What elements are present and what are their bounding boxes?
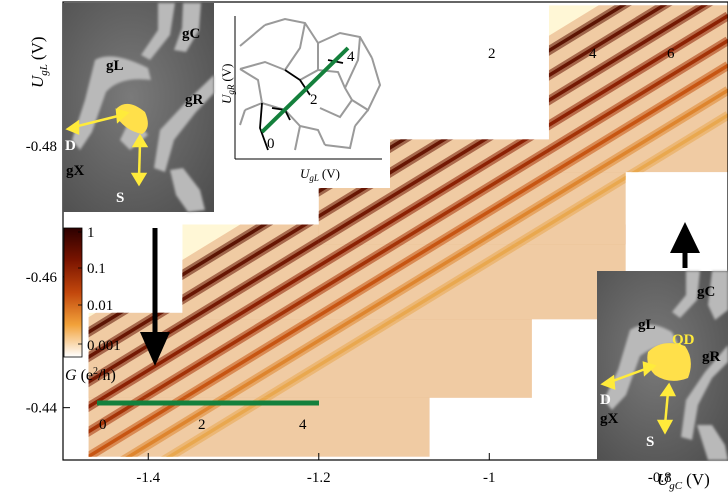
sem-left-label-D: D bbox=[65, 138, 76, 154]
sem-right-label-D: D bbox=[600, 392, 611, 408]
x-tick-label-1: -1.2 bbox=[307, 470, 331, 486]
sem-image-left: gC gL gR D gX S bbox=[63, 3, 214, 212]
ridge-2-2 bbox=[309, 224, 472, 320]
y-tick-label-0: -0.44 bbox=[26, 401, 58, 417]
ridge-3-5 bbox=[318, 139, 489, 244]
ridge-4-2 bbox=[550, 63, 728, 173]
background-shade-4 bbox=[548, 5, 728, 173]
y-axis-title-unit: (V) bbox=[28, 36, 47, 60]
ridge-4-4 bbox=[548, 14, 728, 128]
ridge-1-4 bbox=[99, 312, 246, 398]
inset-x-axis-title: UgL (V) bbox=[300, 166, 340, 183]
occupancy-label-top-1: 4 bbox=[589, 46, 597, 62]
y-tick-label-2: -0.48 bbox=[26, 139, 57, 155]
occupancy-label-top-0: 2 bbox=[488, 46, 496, 62]
sem-right-label-gR: gR bbox=[702, 349, 721, 365]
scan-window-2 bbox=[182, 224, 626, 320]
inset-sweep-line bbox=[260, 46, 350, 134]
ridge-1-3 bbox=[140, 312, 287, 398]
colorbar bbox=[63, 227, 83, 358]
ridge-2-1 bbox=[350, 224, 512, 320]
ridge-3-3 bbox=[391, 139, 570, 245]
inset-charge-diagram: 0 2 4 UgR(V) UgL (V) bbox=[219, 10, 390, 188]
x-tick-label-0: -1.4 bbox=[136, 470, 160, 486]
ridge-4-6 bbox=[548, 5, 668, 78]
y-axis-title-main: U bbox=[28, 74, 47, 88]
sem-right-label-gX: gX bbox=[600, 411, 619, 427]
x-axis-title-sub: gC bbox=[669, 480, 683, 492]
sem-right-label-QD: QD bbox=[672, 332, 695, 348]
inset-y-axis-title: UgR(V) bbox=[219, 64, 236, 104]
y-tick-label-1: -0.46 bbox=[26, 270, 58, 286]
arrow-down bbox=[140, 228, 170, 366]
occupancy-label-bottom-0: 0 bbox=[99, 417, 107, 433]
ridge-2-0 bbox=[390, 224, 553, 320]
ridge-4-7 bbox=[548, 5, 627, 53]
sem-right-label-gC: gC bbox=[697, 284, 715, 300]
arrow-up bbox=[670, 222, 700, 268]
inset-occupancy-0: 0 bbox=[267, 136, 275, 152]
x-axis-ticks: -1.4 -1.2 -1 -0.8 bbox=[136, 453, 672, 486]
x-tick-label-2: -1 bbox=[483, 470, 496, 486]
colorbar-ticks bbox=[78, 231, 82, 345]
x-axis-title: UgC (V) bbox=[657, 470, 710, 492]
colorbar-tick-1: 1 bbox=[87, 225, 95, 241]
x-axis-title-unit: (V) bbox=[686, 470, 710, 489]
colorbar-tick-0.001: 0.001 bbox=[87, 338, 121, 354]
colorbar-tick-0.01: 0.01 bbox=[87, 298, 113, 314]
scan-window-1 bbox=[88, 312, 532, 398]
background-shade-1 bbox=[88, 312, 532, 398]
plot-frame bbox=[62, 1, 728, 461]
ridge-3-0 bbox=[513, 175, 626, 245]
colorbar-tick-0.1: 0.1 bbox=[87, 261, 106, 277]
sem-image-right: gC gL QD gR D gX S bbox=[597, 271, 728, 460]
background-shade-2 bbox=[182, 224, 626, 320]
ridge-3-4 bbox=[351, 139, 530, 245]
colorbar-label: G (e2/h) bbox=[65, 366, 116, 384]
inset-occupancy-2: 2 bbox=[310, 92, 318, 108]
sem-left-label-S: S bbox=[116, 190, 124, 206]
y-axis-title-sub: gL bbox=[38, 64, 50, 76]
ridge-0-0 bbox=[166, 358, 334, 457]
y-axis-title: UgL (V) bbox=[28, 36, 50, 88]
y-axis-ticks: -0.44 -0.46 -0.48 bbox=[26, 139, 70, 417]
ridge-0-1 bbox=[125, 358, 293, 457]
sem-left-label-gX: gX bbox=[66, 163, 85, 179]
sem-right-label-S: S bbox=[646, 434, 654, 450]
ridge-1-5 bbox=[88, 312, 205, 384]
ridge-4-3 bbox=[548, 39, 728, 153]
conductance-map bbox=[88, 5, 728, 457]
sem-left-label-gR: gR bbox=[185, 92, 204, 108]
ridge-3-7 bbox=[318, 139, 408, 194]
occupancy-label-bottom-1: 2 bbox=[198, 417, 206, 433]
sem-left-label-gC: gC bbox=[182, 26, 200, 42]
ridge-4-1 bbox=[590, 88, 728, 173]
x-axis-title-main: U bbox=[657, 470, 671, 489]
x-tick-label-3: -0.8 bbox=[648, 470, 672, 486]
inset-occupancy-4: 4 bbox=[347, 49, 355, 65]
occupancy-label-bottom-2: 4 bbox=[299, 417, 307, 433]
occupancy-label-top-2: 6 bbox=[667, 46, 675, 62]
ridge-4-5 bbox=[548, 5, 708, 103]
sem-right-label-gL: gL bbox=[638, 317, 656, 333]
sem-left-label-gL: gL bbox=[106, 58, 124, 74]
scan-window-4 bbox=[548, 5, 728, 173]
ridge-3-6 bbox=[318, 139, 448, 219]
